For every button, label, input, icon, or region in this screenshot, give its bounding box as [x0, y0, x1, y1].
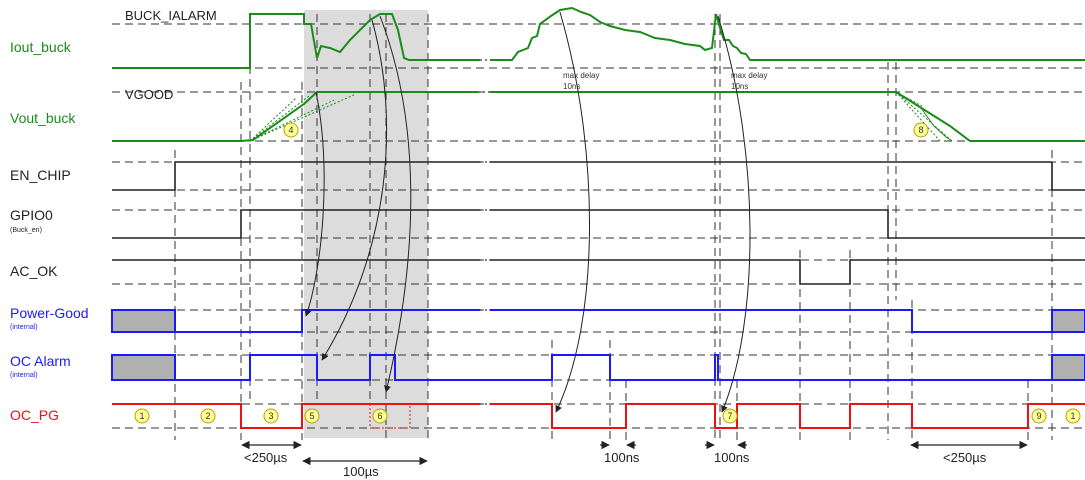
step-markers: [134, 122, 1081, 424]
ns-note-1: 10ns: [563, 82, 580, 91]
ac-ok-label: AC_OK: [10, 263, 58, 279]
marker-4-label: 4: [288, 125, 293, 135]
marker-4: [283, 122, 299, 138]
gpio0-waveform: [112, 209, 480, 239]
iout-buck-waveform: [112, 6, 1085, 69]
oc-alarm-unknown-end: [1051, 354, 1085, 381]
oc-pg-glitch-dotted: [369, 404, 411, 429]
vgood-label: VGOOD: [125, 87, 173, 102]
iout-buck-label: Iout_buck: [10, 39, 72, 55]
marker-6: [372, 408, 388, 424]
en-chip-label: EN_CHIP: [10, 167, 71, 183]
en-chip-waveform-3: [1051, 162, 1085, 191]
ac-ok-waveform-2: [490, 259, 1085, 285]
shaded-window: [304, 10, 428, 438]
marker-5-label: 5: [309, 411, 314, 421]
marker-9: [1031, 408, 1047, 424]
timing-label-1: <250µs: [244, 450, 288, 465]
oc-alarm-sublabel: (internal): [10, 372, 38, 379]
timing-label-2: 100µs: [343, 464, 379, 479]
marker-8: [913, 122, 929, 138]
oc-pg-waveform: [112, 403, 480, 429]
marker-5: [304, 408, 320, 424]
oc-alarm-waveform: [175, 354, 1052, 381]
en-chip-waveform: [112, 161, 480, 191]
gpio0-label: GPIO0: [10, 207, 53, 223]
oc-alarm-unknown-start: [111, 354, 176, 381]
signal-labels: Iout_buck Vout_buck EN_CHIP GPIO0 (Buck_…: [10, 39, 89, 423]
buck-ialarm-label: BUCK_IALARM: [125, 8, 217, 23]
marker-1: [134, 408, 150, 424]
oc-pg-waveform-2: [490, 403, 1085, 429]
timing-labels: <250µs 100µs 100ns 100ns <250µs: [244, 450, 987, 479]
marker-7: [722, 408, 738, 424]
ns-note-2: 10ns: [731, 82, 748, 91]
marker-3: [263, 408, 279, 424]
marker-10-label: 1: [1070, 411, 1075, 421]
timeline-breaks: [478, 59, 490, 405]
timing-label-4: 100ns: [714, 450, 750, 465]
power-good-sublabel: (internal): [10, 324, 38, 331]
power-good-waveform: [175, 309, 480, 333]
step-marker-labels: 1 2 3 4 5 6 7 8 9 1: [139, 125, 1075, 421]
vout-buck-label: Vout_buck: [10, 110, 76, 126]
timing-label-3: 100ns: [604, 450, 640, 465]
marker-2-label: 2: [205, 411, 210, 421]
oc-alarm-label: OC Alarm: [10, 353, 71, 369]
marker-9-label: 9: [1036, 411, 1041, 421]
marker-3-label: 3: [268, 411, 273, 421]
marker-8-label: 8: [918, 125, 923, 135]
power-good-unknown-end: [1051, 309, 1085, 333]
marker-7-label: 7: [727, 411, 732, 421]
gpio0-sublabel: (Buck_en): [10, 227, 42, 234]
power-good-unknown-start: [111, 309, 176, 333]
timing-arrows: [241, 440, 1028, 466]
reference-lines: [112, 23, 1085, 429]
timing-label-5: <250µs: [943, 450, 987, 465]
power-good-waveform-2: [490, 309, 1052, 333]
causality-arrows: [304, 11, 751, 413]
threshold-labels: BUCK_IALARM VGOOD: [125, 8, 217, 102]
marker-6-label: 6: [377, 411, 382, 421]
oc-pg-label: OC_PG: [10, 407, 59, 423]
delay-notes: max delay 10ns max delay 10ns: [563, 71, 767, 91]
vout-buck-waveform: [112, 91, 1085, 142]
gpio0-waveform-2: [490, 209, 1085, 239]
marker-2: [200, 408, 216, 424]
max-delay-note-2: max delay: [731, 71, 767, 80]
power-good-label: Power-Good: [10, 305, 89, 321]
max-delay-note-1: max delay: [563, 71, 599, 80]
marker-1-label: 1: [139, 411, 144, 421]
marker-10: [1065, 408, 1081, 424]
